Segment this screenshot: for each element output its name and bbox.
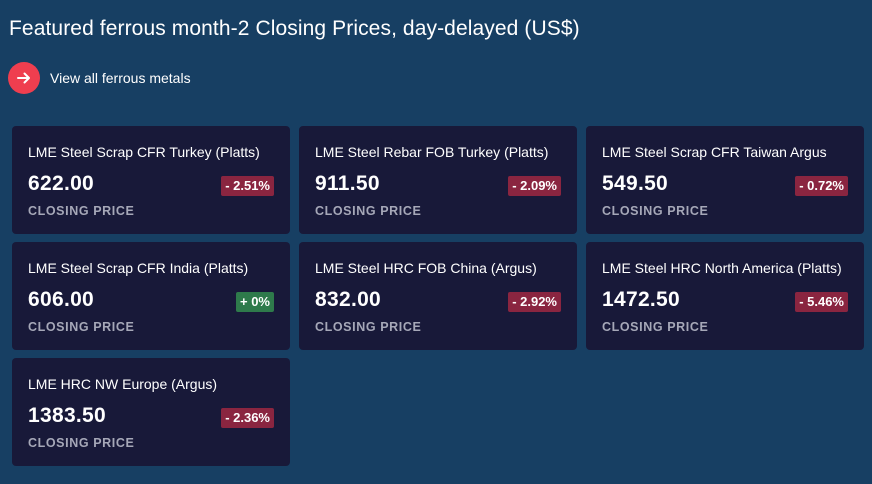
closing-price-label: CLOSING PRICE (28, 204, 135, 218)
price-card[interactable]: LME Steel Rebar FOB Turkey (Platts) 911.… (299, 126, 577, 234)
change-badge: + 0% (236, 292, 274, 312)
metal-name: LME Steel Scrap CFR India (Platts) (28, 260, 249, 276)
change-badge: - 2.36% (221, 408, 274, 428)
price-card[interactable]: LME Steel Scrap CFR Turkey (Platts) 622.… (12, 126, 290, 234)
page-title: Featured ferrous month-2 Closing Prices,… (9, 17, 580, 40)
price-card[interactable]: LME Steel Scrap CFR India (Platts) 606.0… (12, 242, 290, 350)
closing-price-label: CLOSING PRICE (602, 320, 709, 334)
price-card[interactable]: LME Steel Scrap CFR Taiwan Argus 549.50 … (586, 126, 864, 234)
change-badge: - 0.72% (795, 176, 848, 196)
change-badge: - 2.09% (508, 176, 561, 196)
closing-price-value: 622.00 (28, 172, 95, 195)
closing-price-label: CLOSING PRICE (28, 320, 135, 334)
metal-name: LME Steel Scrap CFR Turkey (Platts) (28, 144, 260, 160)
metal-name: LME Steel HRC FOB China (Argus) (315, 260, 537, 276)
change-badge: - 2.92% (508, 292, 561, 312)
arrow-right-icon[interactable] (8, 62, 40, 94)
view-all-label[interactable]: View all ferrous metals (50, 70, 191, 86)
price-card[interactable]: LME HRC NW Europe (Argus) 1383.50 - 2.36… (12, 358, 290, 466)
closing-price-value: 606.00 (28, 288, 95, 311)
closing-price-label: CLOSING PRICE (315, 204, 422, 218)
metal-name: LME HRC NW Europe (Argus) (28, 376, 218, 392)
closing-price-value: 832.00 (315, 288, 382, 311)
metal-name: LME Steel HRC North America (Platts) (602, 260, 842, 276)
price-card[interactable]: LME Steel HRC North America (Platts) 147… (586, 242, 864, 350)
closing-price-value: 1472.50 (602, 288, 681, 311)
closing-price-label: CLOSING PRICE (28, 436, 135, 450)
closing-price-label: CLOSING PRICE (602, 204, 709, 218)
view-all-ferrous-link[interactable]: View all ferrous metals (8, 62, 191, 94)
change-badge: - 5.46% (795, 292, 848, 312)
metal-name: LME Steel Rebar FOB Turkey (Platts) (315, 144, 549, 160)
change-badge: - 2.51% (221, 176, 274, 196)
closing-price-value: 549.50 (602, 172, 669, 195)
price-card[interactable]: LME Steel HRC FOB China (Argus) 832.00 -… (299, 242, 577, 350)
closing-price-label: CLOSING PRICE (315, 320, 422, 334)
metal-name: LME Steel Scrap CFR Taiwan Argus (602, 144, 827, 160)
closing-price-value: 1383.50 (28, 404, 107, 427)
closing-price-value: 911.50 (315, 172, 380, 195)
price-card-grid: LME Steel Scrap CFR Turkey (Platts) 622.… (12, 126, 864, 466)
